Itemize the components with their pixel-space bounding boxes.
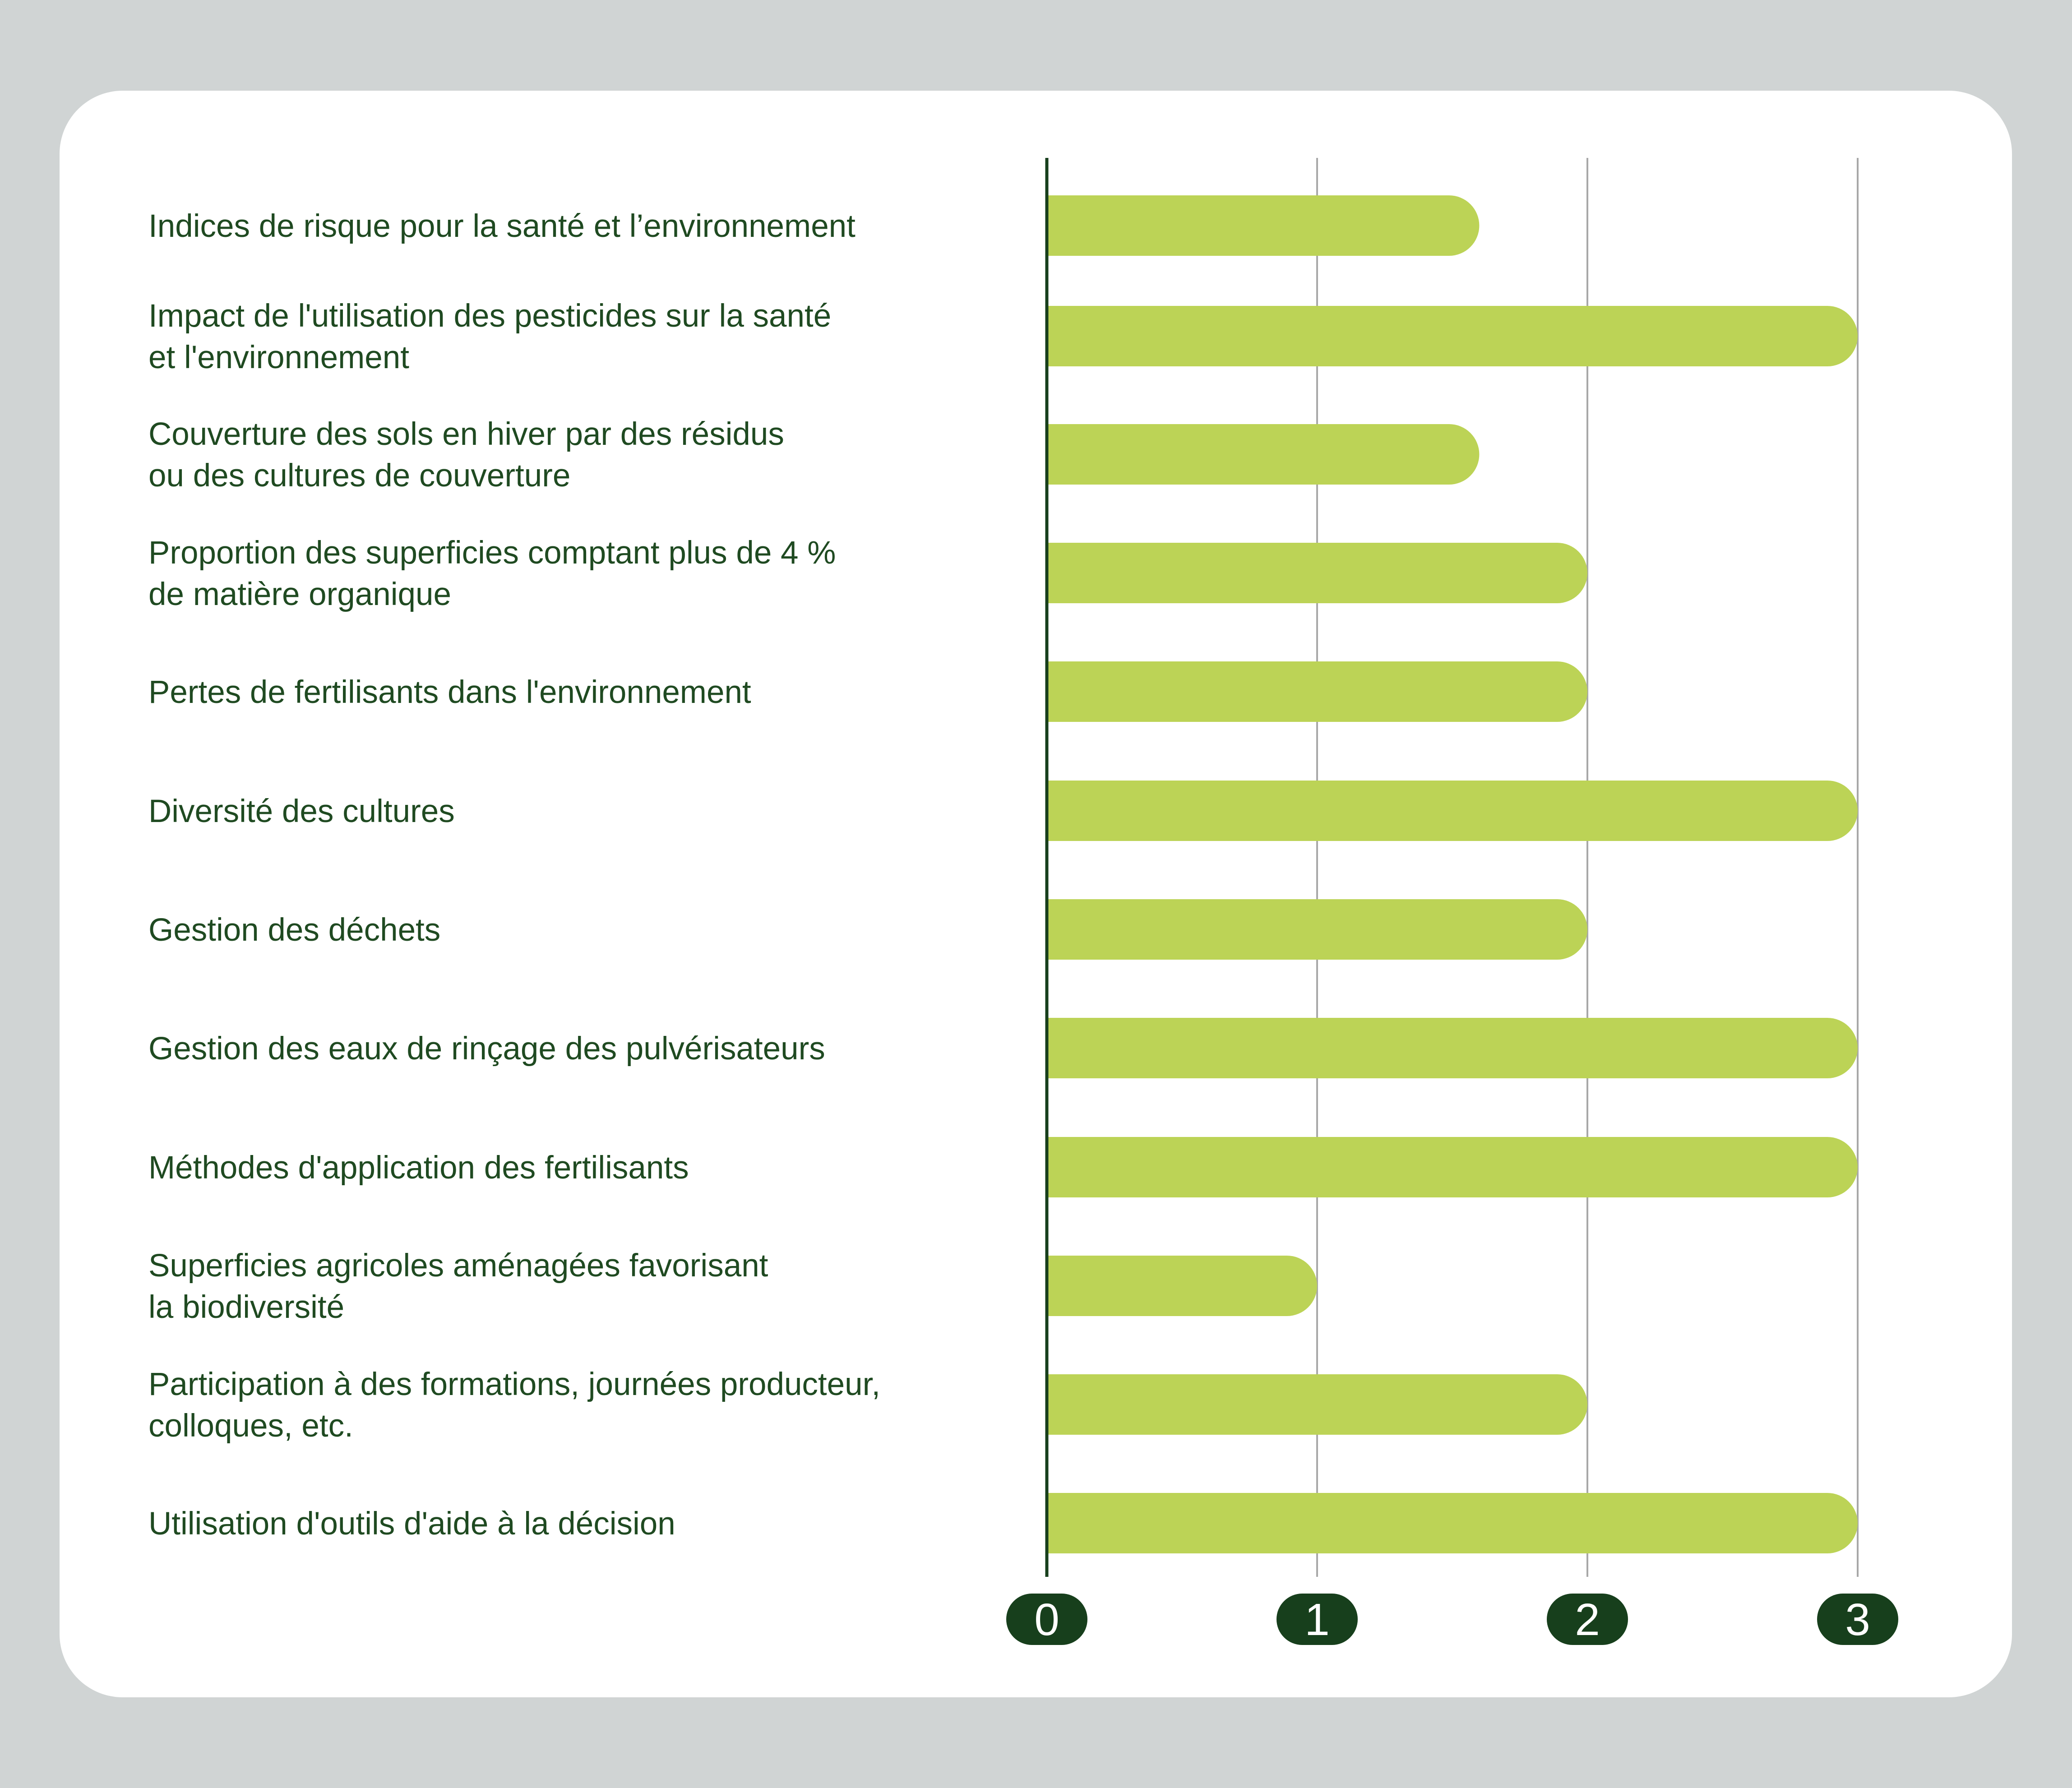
category-label-9: Méthodes d'application des fertilisants xyxy=(148,1150,689,1186)
x-tick-badge xyxy=(1276,1594,1358,1645)
bars xyxy=(1047,195,1858,1553)
x-tick-badge xyxy=(1547,1594,1628,1645)
x-tick-1: 1 xyxy=(1276,1594,1358,1645)
x-tick-2: 2 xyxy=(1547,1594,1628,1645)
category-label-line: Couverture des sols en hiver par des rés… xyxy=(148,416,784,452)
category-label-line: Indices de risque pour la santé et l’env… xyxy=(148,208,856,244)
category-label-line: Méthodes d'application des fertilisants xyxy=(148,1150,689,1186)
x-tick-label: 3 xyxy=(1845,1594,1870,1645)
x-tick-badge xyxy=(1006,1594,1087,1645)
bar-8 xyxy=(1047,1018,1858,1078)
x-tick-0: 0 xyxy=(1006,1594,1087,1645)
category-label-line: Diversité des cultures xyxy=(148,794,455,829)
category-label-line: colloques, etc. xyxy=(148,1408,353,1444)
bar-4 xyxy=(1047,543,1587,603)
category-label-7: Gestion des déchets xyxy=(148,912,440,948)
bar-1 xyxy=(1047,195,1480,256)
category-label-5: Pertes de fertilisants dans l'environnem… xyxy=(148,675,751,710)
x-tick-3: 3 xyxy=(1817,1594,1898,1645)
category-label-12: Utilisation d'outils d'aide à la décisio… xyxy=(148,1506,675,1542)
bar-6 xyxy=(1047,781,1858,841)
category-label-line: Superficies agricoles aménagées favorisa… xyxy=(148,1248,768,1284)
bar-7 xyxy=(1047,899,1587,960)
category-label-3: Couverture des sols en hiver par des rés… xyxy=(148,416,784,494)
bar-2 xyxy=(1047,306,1858,366)
category-label-line: Impact de l'utilisation des pesticides s… xyxy=(148,298,831,334)
category-label-line: Proportion des superficies comptant plus… xyxy=(148,535,836,571)
category-label-line: Utilisation d'outils d'aide à la décisio… xyxy=(148,1506,675,1542)
x-tick-label: 2 xyxy=(1575,1594,1600,1645)
category-label-2: Impact de l'utilisation des pesticides s… xyxy=(148,298,831,375)
x-tick-label: 1 xyxy=(1304,1594,1330,1645)
category-label-10: Superficies agricoles aménagées favorisa… xyxy=(148,1248,768,1325)
x-tick-label: 0 xyxy=(1034,1594,1059,1645)
category-label-1: Indices de risque pour la santé et l’env… xyxy=(148,208,856,244)
category-label-line: ou des cultures de couverture xyxy=(148,458,570,494)
bar-5 xyxy=(1047,661,1587,722)
bar-9 xyxy=(1047,1137,1858,1197)
bar-3 xyxy=(1047,424,1480,485)
grid-lines xyxy=(1316,158,1859,1577)
category-label-line: Pertes de fertilisants dans l'environnem… xyxy=(148,675,751,710)
x-tick-labels: 0 1 2 3 xyxy=(1006,1594,1898,1645)
x-tick-badge xyxy=(1817,1594,1898,1645)
bar-11 xyxy=(1047,1374,1587,1435)
category-label-line: et l'environnement xyxy=(148,340,409,375)
category-label-11: Participation à des formations, journées… xyxy=(148,1367,880,1444)
category-label-line: de matière organique xyxy=(148,577,451,612)
category-label-line: Gestion des eaux de rinçage des pulvéris… xyxy=(148,1031,825,1067)
bar-10 xyxy=(1047,1256,1317,1316)
bar-12 xyxy=(1047,1493,1858,1553)
category-label-8: Gestion des eaux de rinçage des pulvéris… xyxy=(148,1031,825,1067)
category-label-line: la biodiversité xyxy=(148,1289,344,1325)
category-labels: Indices de risque pour la santé et l’env… xyxy=(148,208,880,1542)
category-label-4: Proportion des superficies comptant plus… xyxy=(148,535,836,612)
category-label-line: Gestion des déchets xyxy=(148,912,440,948)
category-label-line: Participation à des formations, journées… xyxy=(148,1367,880,1402)
category-label-6: Diversité des cultures xyxy=(148,794,455,829)
